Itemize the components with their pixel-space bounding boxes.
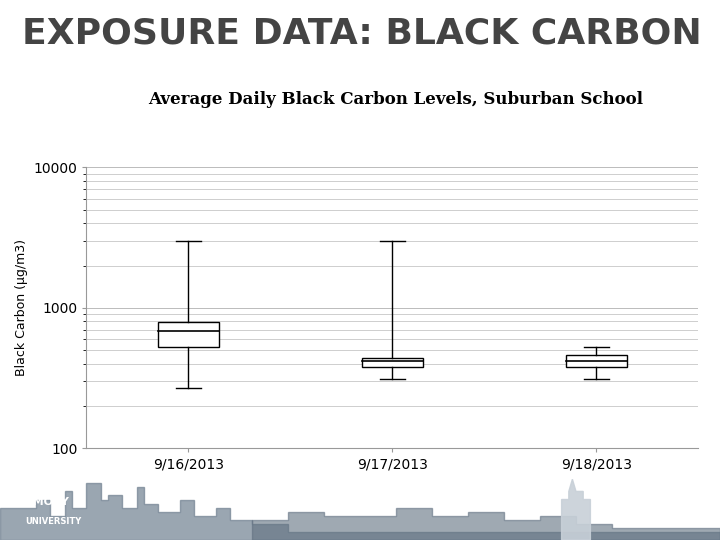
Polygon shape bbox=[0, 483, 720, 540]
Text: Average Daily Black Carbon Levels, Suburban School: Average Daily Black Carbon Levels, Subur… bbox=[148, 91, 644, 109]
Polygon shape bbox=[562, 480, 590, 540]
Text: UNIVERSITY: UNIVERSITY bbox=[25, 517, 81, 525]
Y-axis label: Black Carbon (μg/m3): Black Carbon (μg/m3) bbox=[15, 239, 28, 376]
Polygon shape bbox=[252, 508, 720, 540]
Bar bbox=[362, 358, 423, 367]
Bar bbox=[158, 322, 219, 347]
Text: EXPOSURE DATA: BLACK CARBON: EXPOSURE DATA: BLACK CARBON bbox=[22, 16, 701, 50]
Bar bbox=[566, 355, 627, 367]
Text: EMORY: EMORY bbox=[25, 497, 69, 507]
